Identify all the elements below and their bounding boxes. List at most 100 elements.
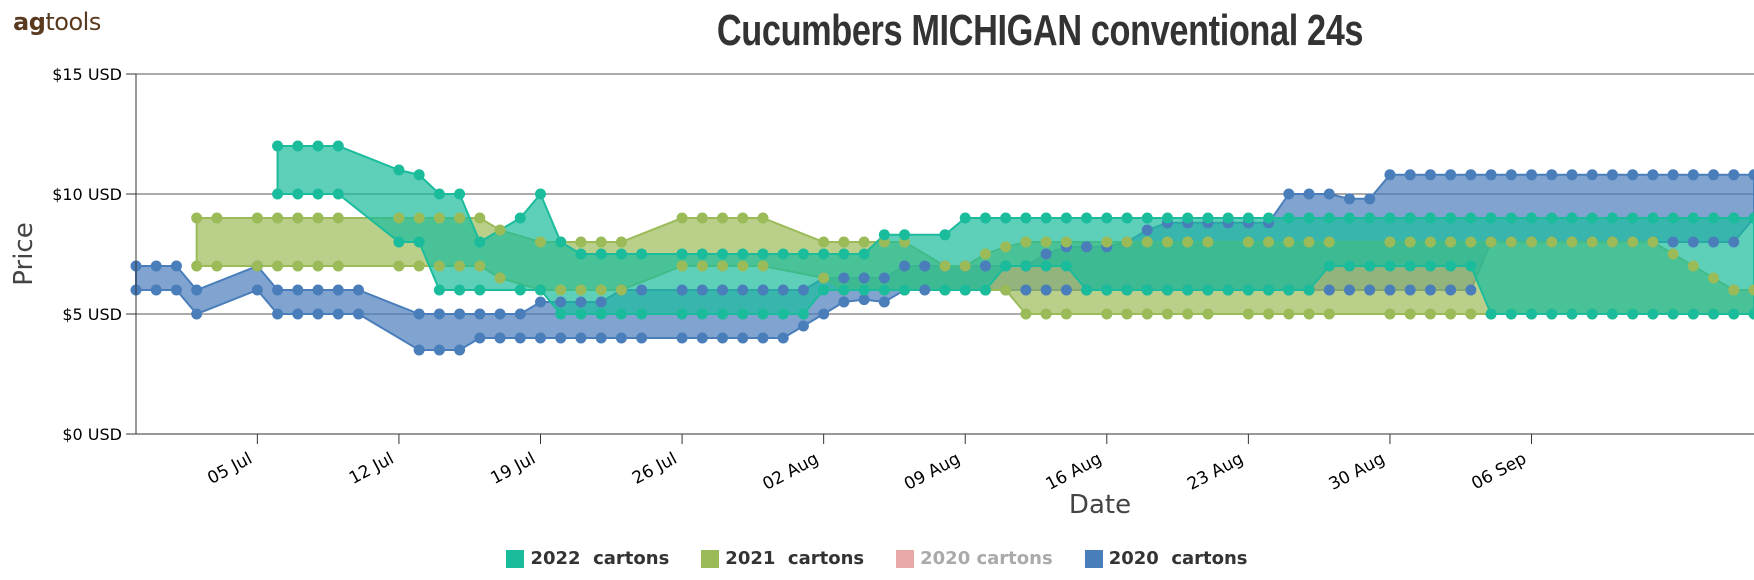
data-point-high (1303, 236, 1315, 248)
data-point-low (1546, 308, 1558, 320)
data-point-low (818, 284, 830, 296)
data-point-low (474, 260, 486, 272)
data-point-low (272, 188, 284, 200)
data-point-low (1384, 308, 1396, 320)
data-point-high (858, 248, 870, 260)
legend-item[interactable]: 2021 cartons (701, 548, 864, 569)
data-point-low (1000, 284, 1012, 296)
data-point-high (1283, 188, 1295, 200)
data-point-low (676, 308, 688, 320)
legend: 2022 cartons 2021 cartons 2020 cartons 2020… (0, 548, 1754, 569)
data-point-low (1647, 308, 1659, 320)
data-point-high (433, 188, 445, 200)
data-point-low (1222, 284, 1234, 296)
data-point-high (676, 248, 688, 260)
data-point-high (1728, 169, 1740, 181)
data-point-high (272, 140, 284, 152)
data-point-high (1606, 212, 1618, 224)
data-point-low (1182, 308, 1194, 320)
data-point-high (1748, 284, 1754, 296)
data-point-high (919, 260, 931, 272)
data-point-low (1182, 284, 1194, 296)
data-point-high (878, 229, 890, 241)
data-point-high (1424, 236, 1436, 248)
data-point-high (191, 212, 203, 224)
data-point-high (1485, 212, 1497, 224)
data-point-high (292, 212, 304, 224)
data-point-low (1485, 308, 1497, 320)
data-point-high (1465, 169, 1477, 181)
data-point-low (858, 284, 870, 296)
data-point-high (1485, 169, 1497, 181)
data-point-high (858, 236, 870, 248)
data-point-low (919, 284, 931, 296)
y-axis-title: Price (9, 222, 39, 285)
data-point-low (191, 308, 203, 320)
data-point-low (1121, 308, 1133, 320)
data-point-high (1060, 236, 1072, 248)
data-point-high (272, 212, 284, 224)
data-point-high (1384, 236, 1396, 248)
data-point-high (535, 188, 546, 200)
data-point-high (494, 308, 506, 320)
data-point-low (1445, 284, 1457, 296)
data-point-low (676, 260, 688, 272)
data-point-high (757, 248, 769, 260)
y-tick-label: $5 USD (62, 305, 122, 324)
data-point-high (1445, 212, 1457, 224)
data-point-low (777, 308, 789, 320)
data-point-low (636, 332, 648, 344)
data-point-low (737, 332, 749, 344)
data-point-low (717, 308, 729, 320)
data-point-low (1081, 284, 1093, 296)
chart-title: Cucumbers MICHIGAN conventional 24s (716, 6, 1364, 55)
data-point-high (1526, 212, 1538, 224)
data-point-high (1728, 212, 1740, 224)
data-point-high (1526, 169, 1538, 181)
data-point-low (838, 296, 850, 308)
data-point-high (1303, 212, 1315, 224)
data-point-low (1404, 284, 1416, 296)
data-point-high (535, 296, 546, 308)
data-point-high (838, 236, 850, 248)
data-point-low (1121, 284, 1133, 296)
data-point-high (454, 212, 466, 224)
data-point-low (757, 332, 769, 344)
data-point-low (1101, 308, 1113, 320)
data-point-low (757, 308, 769, 320)
data-point-high (1242, 236, 1254, 248)
data-point-low (555, 332, 567, 344)
data-point-low (494, 272, 506, 284)
data-point-high (1040, 248, 1052, 260)
data-point-low (1303, 308, 1315, 320)
data-point-high (1546, 236, 1558, 248)
data-point-high (979, 260, 991, 272)
legend-item[interactable]: 2020 cartons (896, 548, 1053, 569)
data-point-high (514, 212, 526, 224)
legend-item[interactable]: 2022 cartons (506, 548, 669, 569)
data-point-high (615, 248, 627, 260)
data-point-high (1606, 169, 1618, 181)
data-point-low (1627, 308, 1639, 320)
data-point-high (1040, 212, 1052, 224)
data-point-low (150, 284, 162, 296)
data-point-high (1748, 212, 1754, 224)
legend-label: 2020 cartons (920, 548, 1053, 569)
data-point-low (1020, 260, 1032, 272)
data-point-low (1040, 284, 1052, 296)
data-point-high (292, 140, 304, 152)
data-point-low (615, 284, 627, 296)
data-point-low (595, 284, 607, 296)
data-point-low (1202, 308, 1214, 320)
data-point-low (454, 260, 466, 272)
data-point-low (413, 260, 425, 272)
data-point-high (393, 164, 405, 176)
data-point-high (1526, 236, 1538, 248)
data-point-low (1344, 260, 1355, 272)
data-point-low (575, 284, 587, 296)
data-point-high (797, 248, 809, 260)
data-point-high (717, 212, 729, 224)
legend-item[interactable]: 2020 cartons (1084, 548, 1248, 569)
legend-label: 2020 cartons (1108, 548, 1248, 569)
legend-label: 2022 cartons (530, 548, 670, 569)
